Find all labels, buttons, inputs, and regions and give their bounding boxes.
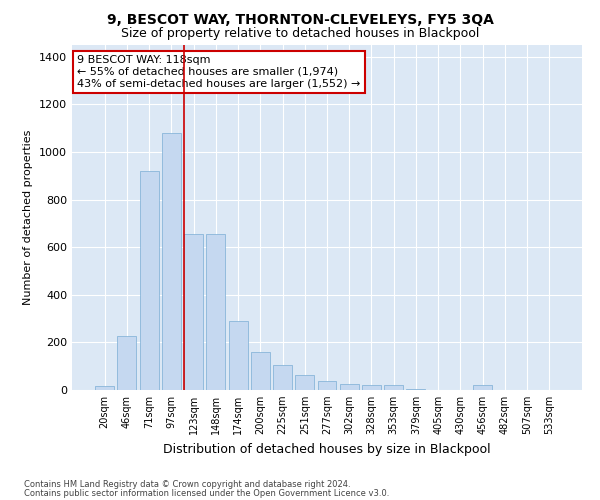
Y-axis label: Number of detached properties: Number of detached properties (23, 130, 34, 305)
Bar (206, 234, 225, 390)
Bar (473, 385, 492, 390)
Text: Size of property relative to detached houses in Blackpool: Size of property relative to detached ho… (121, 28, 479, 40)
Text: Contains HM Land Registry data © Crown copyright and database right 2024.: Contains HM Land Registry data © Crown c… (24, 480, 350, 489)
Bar (384, 385, 403, 390)
Text: Contains public sector information licensed under the Open Government Licence v3: Contains public sector information licen… (24, 488, 389, 498)
Bar (184, 234, 203, 390)
Bar (362, 385, 381, 390)
X-axis label: Distribution of detached houses by size in Blackpool: Distribution of detached houses by size … (163, 442, 491, 456)
Bar (340, 384, 359, 390)
Text: 9, BESCOT WAY, THORNTON-CLEVELEYS, FY5 3QA: 9, BESCOT WAY, THORNTON-CLEVELEYS, FY5 3… (107, 12, 493, 26)
Bar (317, 381, 337, 390)
Bar (95, 386, 114, 390)
Bar (273, 365, 292, 390)
Bar (162, 133, 181, 390)
Bar (406, 389, 425, 390)
Bar (118, 336, 136, 390)
Bar (251, 352, 270, 390)
Bar (140, 171, 158, 390)
Text: 9 BESCOT WAY: 118sqm
← 55% of detached houses are smaller (1,974)
43% of semi-de: 9 BESCOT WAY: 118sqm ← 55% of detached h… (77, 56, 361, 88)
Bar (229, 321, 248, 390)
Bar (295, 374, 314, 390)
